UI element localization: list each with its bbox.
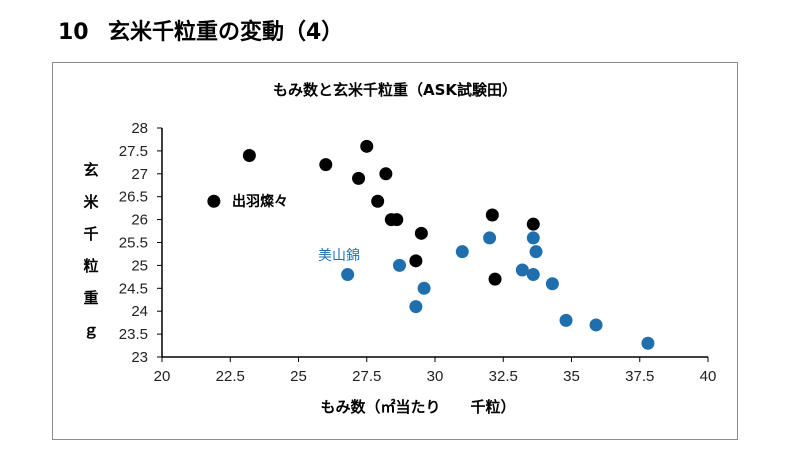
y-tick-label: 25 <box>131 257 148 274</box>
series-label-miyamanishiki: 美山錦 <box>318 247 360 264</box>
y-tick-label: 27.5 <box>119 143 148 160</box>
chart-frame <box>52 62 738 440</box>
miyamanishiki-point <box>393 258 407 272</box>
miyamanishiki-point <box>641 336 655 350</box>
x-axis-title: もみ数（㎡当たり 千粒） <box>320 398 515 416</box>
y-tick-label: 26 <box>131 212 148 229</box>
y-tick-label: 24.5 <box>119 280 148 297</box>
dewa-sansan-point <box>379 167 393 181</box>
dewa-sansan-point <box>371 194 385 208</box>
miyamanishiki-point <box>545 277 559 291</box>
y-axis-title-char: 重 <box>83 289 98 307</box>
miyamanishiki-point <box>483 231 497 245</box>
miyamanishiki-point <box>341 268 355 282</box>
miyamanishiki-point <box>526 231 540 245</box>
y-axis-title-char: 千 <box>83 225 98 243</box>
dewa-sansan-point <box>360 139 374 153</box>
y-tick-label: 28 <box>131 120 148 137</box>
miyamanishiki-point <box>409 300 423 314</box>
y-tick-label: 23 <box>131 349 148 366</box>
x-tick-label: 30 <box>427 368 444 385</box>
dewa-sansan-point <box>409 254 423 268</box>
y-tick-label: 26.5 <box>119 189 148 206</box>
miyamanishiki-point <box>455 245 469 259</box>
y-axis-title-char: 米 <box>83 193 99 211</box>
page-heading: 10 玄米千粒重の変動（4） <box>58 14 343 46</box>
dewa-sansan-point <box>319 158 333 172</box>
x-tick-label: 27.5 <box>352 368 381 385</box>
series-label-dewa-sansan: 出羽燦々 <box>232 193 288 210</box>
miyamanishiki-point <box>529 245 543 259</box>
axes <box>161 128 708 358</box>
miyamanishiki-point <box>559 313 573 327</box>
x-tick-label: 22.5 <box>216 368 245 385</box>
heading-number: 10 <box>58 20 89 45</box>
dewa-sansan-point <box>352 171 366 185</box>
y-axis-title-char: ｇ <box>83 321 98 340</box>
dewa-sansan-point <box>526 217 540 231</box>
y-tick-label: 27 <box>131 166 148 183</box>
x-tick-label: 25 <box>290 368 307 385</box>
y-axis-title-char: 玄 <box>83 161 98 179</box>
x-tick-label: 37.5 <box>625 368 654 385</box>
miyamanishiki-point <box>589 318 603 332</box>
dewa-sansan-point <box>414 226 428 240</box>
miyamanishiki-point <box>417 281 431 295</box>
x-tick-label: 35 <box>563 368 580 385</box>
chart-title: もみ数と玄米千粒重（ASK試験田） <box>273 81 517 99</box>
dewa-sansan-point <box>485 208 499 222</box>
dewa-sansan-point <box>242 148 256 162</box>
x-tick-label: 40 <box>700 368 717 385</box>
data-points <box>207 139 655 350</box>
y-tick-label: 25.5 <box>119 235 148 252</box>
y-tick-label: 23.5 <box>119 326 148 343</box>
y-axis-title-char: 粒 <box>83 257 98 275</box>
x-tick-label: 20 <box>154 368 171 385</box>
tick-labels: 20 22.5 25 27.5 30 32.5 35 37.5 40 23 23.5 24 24.5 25… <box>119 120 717 385</box>
y-tick-label: 24 <box>131 303 148 320</box>
dewa-sansan-point <box>488 272 502 286</box>
x-tick-label: 32.5 <box>489 368 518 385</box>
dewa-sansan-point <box>390 213 404 227</box>
heading-text: 玄米千粒重の変動（4） <box>108 20 344 45</box>
dewa-sansan-point <box>207 194 221 208</box>
miyamanishiki-point <box>515 263 529 277</box>
miyamanishiki-point <box>526 268 540 282</box>
